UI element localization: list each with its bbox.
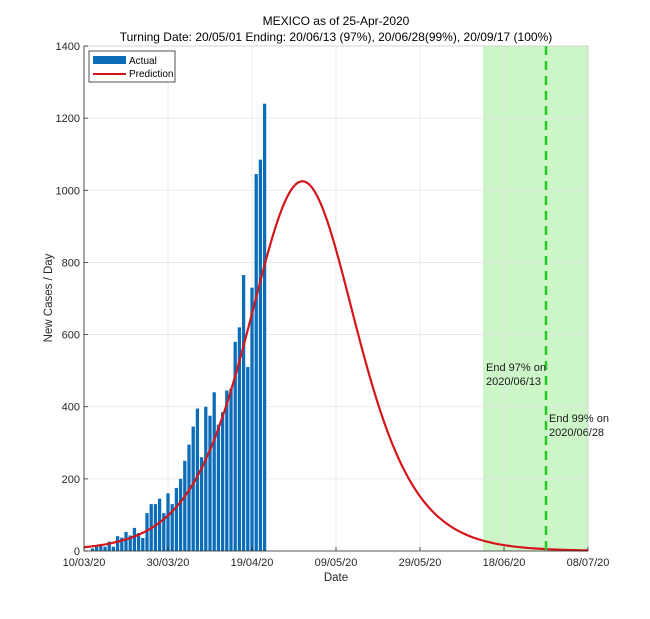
annotation-0-line1: End 97% on — [486, 362, 546, 374]
bar-actual-20 — [174, 487, 179, 551]
y-tick-label: 800 — [62, 257, 80, 269]
bar-actual-6 — [115, 536, 120, 551]
bar-actual-7 — [120, 537, 124, 551]
x-tick-label: 10/03/20 — [63, 557, 106, 569]
bar-actual-27 — [204, 406, 208, 551]
bar-actual-21 — [178, 478, 183, 551]
plot-area: End 97% on 2020/06/13 End 99% on 2020/06/28… — [56, 41, 610, 569]
bar-actual-17 — [162, 513, 166, 551]
bar-actual-4 — [107, 541, 111, 551]
bar-actual-9 — [128, 535, 132, 551]
bar-actual-40 — [258, 159, 263, 551]
annotation-1-line1: End 99% on — [549, 413, 609, 425]
annotation-0-line2: 2020/06/13 — [486, 376, 541, 388]
bar-actual-1 — [94, 546, 99, 551]
legend-actual-swatch — [93, 56, 126, 64]
y-tick-label: 400 — [62, 402, 80, 414]
x-tick-label: 09/05/20 — [315, 557, 358, 569]
y-tick-label: 200 — [62, 474, 80, 486]
chart-subtitle: Turning Date: 20/05/01 Ending: 20/06/13 … — [120, 30, 553, 44]
prediction-line — [83, 180, 589, 552]
y-tick-label: 600 — [62, 330, 80, 342]
bar-actual-10 — [132, 527, 137, 551]
bar-actual-34 — [233, 341, 237, 551]
chart-title: MEXICO as of 25-Apr-2020 — [263, 14, 410, 28]
bar-actual-13 — [145, 513, 149, 551]
y-tick-label: 1400 — [56, 41, 80, 53]
bar-actual-33 — [229, 388, 233, 551]
bar-actual-2 — [99, 545, 103, 551]
bar-actual-18 — [166, 493, 170, 551]
bar-actual-31 — [220, 412, 225, 551]
bar-actual-24 — [191, 426, 195, 551]
bar-actual-16 — [157, 498, 162, 551]
y-axis-label: New Cases / Day — [43, 253, 55, 342]
x-tick-label: 30/03/20 — [147, 557, 190, 569]
x-tick-label: 19/04/20 — [231, 557, 274, 569]
bar-actual-30 — [216, 424, 221, 551]
x-tick-label: 08/07/20 — [567, 557, 610, 569]
bar-actual-0 — [90, 548, 95, 551]
bar-actual-39 — [254, 174, 258, 551]
bar-actual-12 — [141, 538, 145, 551]
bar-actual-26 — [199, 457, 204, 551]
y-tick-label: 1000 — [56, 185, 80, 197]
bar-actual-5 — [111, 546, 116, 551]
bar-actual-35 — [237, 327, 242, 551]
legend-actual-label: Actual — [129, 56, 157, 67]
bar-actual-23 — [187, 444, 191, 551]
shaded-end-region — [483, 46, 588, 551]
bar-actual-3 — [103, 546, 107, 551]
bar-actual-25 — [195, 408, 200, 551]
bar-actual-22 — [183, 460, 187, 551]
legend-prediction-label: Prediction — [129, 69, 173, 80]
bar-actual-28 — [208, 415, 212, 551]
bar-actual-37 — [246, 367, 250, 551]
y-tick-label: 0 — [74, 546, 80, 558]
y-tick-label: 1200 — [56, 113, 80, 125]
annotation-1-line2: 2020/06/28 — [549, 427, 604, 439]
bar-actual-11 — [136, 532, 141, 551]
legend: Actual Prediction — [88, 50, 176, 83]
bar-actual-15 — [153, 504, 158, 551]
bar-actual-38 — [250, 287, 254, 551]
x-axis-label: Date — [324, 572, 348, 584]
bar-actual-19 — [170, 504, 174, 551]
bar-actual-8 — [124, 531, 128, 551]
bar-actual-41 — [262, 103, 267, 551]
x-tick-label: 29/05/20 — [399, 557, 442, 569]
bar-actual-29 — [212, 392, 216, 551]
x-tick-label: 18/06/20 — [483, 557, 526, 569]
bar-actual-32 — [225, 390, 229, 551]
bar-actual-36 — [241, 275, 246, 551]
